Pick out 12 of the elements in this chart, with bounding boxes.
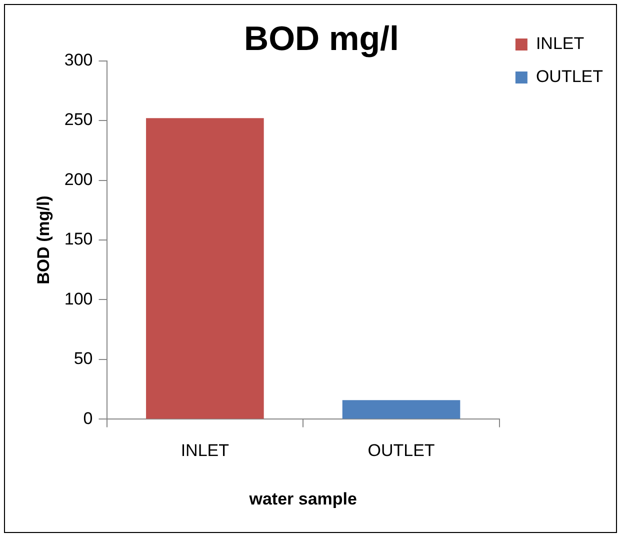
y-tick-label: 300 — [64, 50, 93, 70]
chart-title: BOD mg/l — [244, 20, 399, 58]
x-axis-title: water sample — [248, 489, 357, 508]
y-tick-label: 100 — [64, 289, 93, 308]
y-tick-label: 150 — [64, 230, 93, 249]
y-tick-label: 250 — [64, 110, 93, 130]
y-axis-title: BOD (mg/l) — [34, 196, 53, 284]
y-tick-label: 0 — [83, 408, 93, 428]
legend-label: INLET — [536, 34, 584, 54]
legend-label: OUTLET — [536, 67, 603, 86]
y-tick-label: 200 — [64, 170, 93, 189]
y-tick-label: 50 — [74, 349, 93, 368]
